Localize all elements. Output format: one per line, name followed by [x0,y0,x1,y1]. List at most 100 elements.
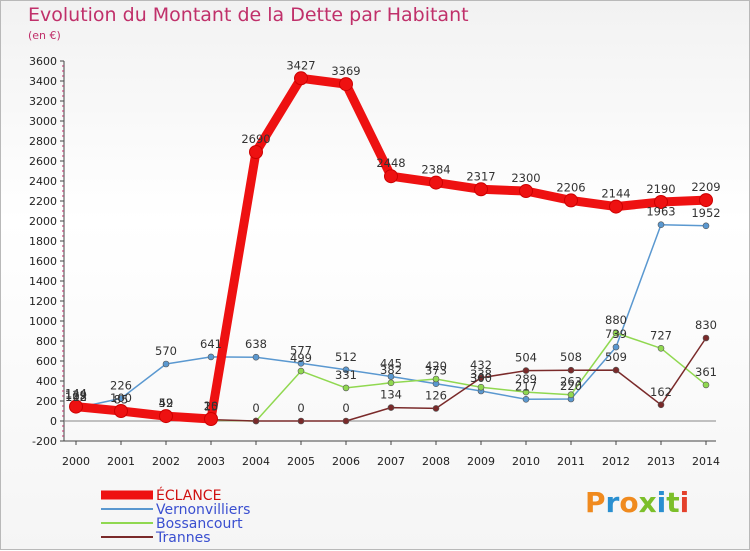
data-label: 445 [380,357,402,371]
data-point [384,169,398,184]
data-label: 15 [204,400,219,414]
data-label: 499 [290,351,312,365]
data-point [477,383,485,391]
data-label: 641 [200,337,222,351]
x-tick-label: 2006 [332,455,360,468]
y-tick-label: 0 [50,415,57,428]
data-label: 263 [560,375,582,389]
data-label: 300 [470,371,492,385]
data-point [159,409,173,424]
data-point [117,395,125,402]
y-tick-label: 2400 [29,175,57,188]
data-point [339,77,353,92]
data-point [207,353,215,361]
data-point [252,417,260,425]
legend-label: Bossancourt [156,516,243,532]
data-point [297,417,305,425]
data-label: 144 [65,387,87,401]
data-point [204,412,218,426]
data-label: 3427 [286,58,315,72]
data-point [294,71,308,86]
y-tick-label: 3400 [29,75,57,88]
data-label: 2144 [601,187,630,201]
data-label: 20 [204,399,219,413]
data-point [429,175,443,190]
data-point [654,195,668,209]
data-point [474,182,488,197]
data-point [387,404,395,411]
data-point [522,367,530,374]
data-label: 830 [695,318,717,332]
y-tick-label: 3000 [29,115,57,128]
data-label: 2300 [511,171,540,185]
y-tick-label: 2600 [29,155,57,168]
data-label: 2206 [556,180,585,194]
data-point [702,381,710,389]
data-label: 577 [290,343,312,357]
x-tick-label: 2010 [512,455,540,468]
y-tick-label: 200 [36,395,57,408]
data-point [432,405,440,412]
data-point [249,145,263,159]
data-point [387,379,395,387]
y-tick-label: 1600 [29,255,57,268]
data-label: 108 [65,390,87,404]
data-label: 217 [515,379,537,393]
data-point [657,221,665,228]
x-tick-label: 2013 [647,455,675,468]
data-label: 100 [110,391,132,405]
data-label: 432 [470,358,492,372]
chart-title: Evolution du Montant de la Dette par Hab… [28,4,469,26]
data-label: 727 [650,328,672,342]
data-point [564,193,578,208]
data-label: 0 [297,401,304,415]
y-tick-label: 400 [36,375,57,388]
data-label: 2448 [376,156,405,170]
x-tick-label: 2003 [197,455,225,468]
data-label: 85 [114,393,129,407]
data-label: 373 [425,364,447,378]
data-label: 129 [65,388,87,402]
x-tick-label: 2012 [602,455,630,468]
data-point [522,388,530,396]
data-label: 3369 [331,64,360,78]
data-point [477,374,485,382]
data-point [657,344,665,352]
data-label: 2209 [691,180,720,194]
data-point [522,395,530,403]
data-label: 112 [65,390,87,404]
y-tick-label: 1400 [29,275,57,288]
data-point [567,366,575,374]
x-tick-label: 2000 [62,455,90,468]
data-point [252,353,260,361]
data-label: 2317 [466,169,495,183]
data-label: 570 [155,344,177,358]
x-tick-label: 2005 [287,455,315,468]
data-label: 134 [380,388,402,402]
x-tick-label: 2011 [557,455,585,468]
data-label: 2190 [646,182,675,196]
data-point [297,367,305,375]
x-tick-label: 2001 [107,455,135,468]
y-tick-label: 1200 [29,295,57,308]
data-label: 2690 [241,132,270,146]
data-point [342,366,350,374]
y-tick-label: 1800 [29,235,57,248]
data-label: 508 [560,350,582,364]
y-tick-label: 2000 [29,215,57,228]
data-point [342,417,350,425]
data-label: 289 [515,372,537,386]
x-tick-label: 2007 [377,455,405,468]
data-point [114,404,128,418]
data-label: 509 [605,350,627,364]
data-label: 2384 [421,163,450,177]
data-label: 420 [425,359,447,373]
data-label: 739 [605,327,627,341]
data-point [519,184,533,198]
data-label: 1952 [691,206,720,220]
data-label: 880 [605,313,627,327]
data-point [612,366,620,374]
data-point [612,329,620,337]
y-tick-label: 2200 [29,195,57,208]
